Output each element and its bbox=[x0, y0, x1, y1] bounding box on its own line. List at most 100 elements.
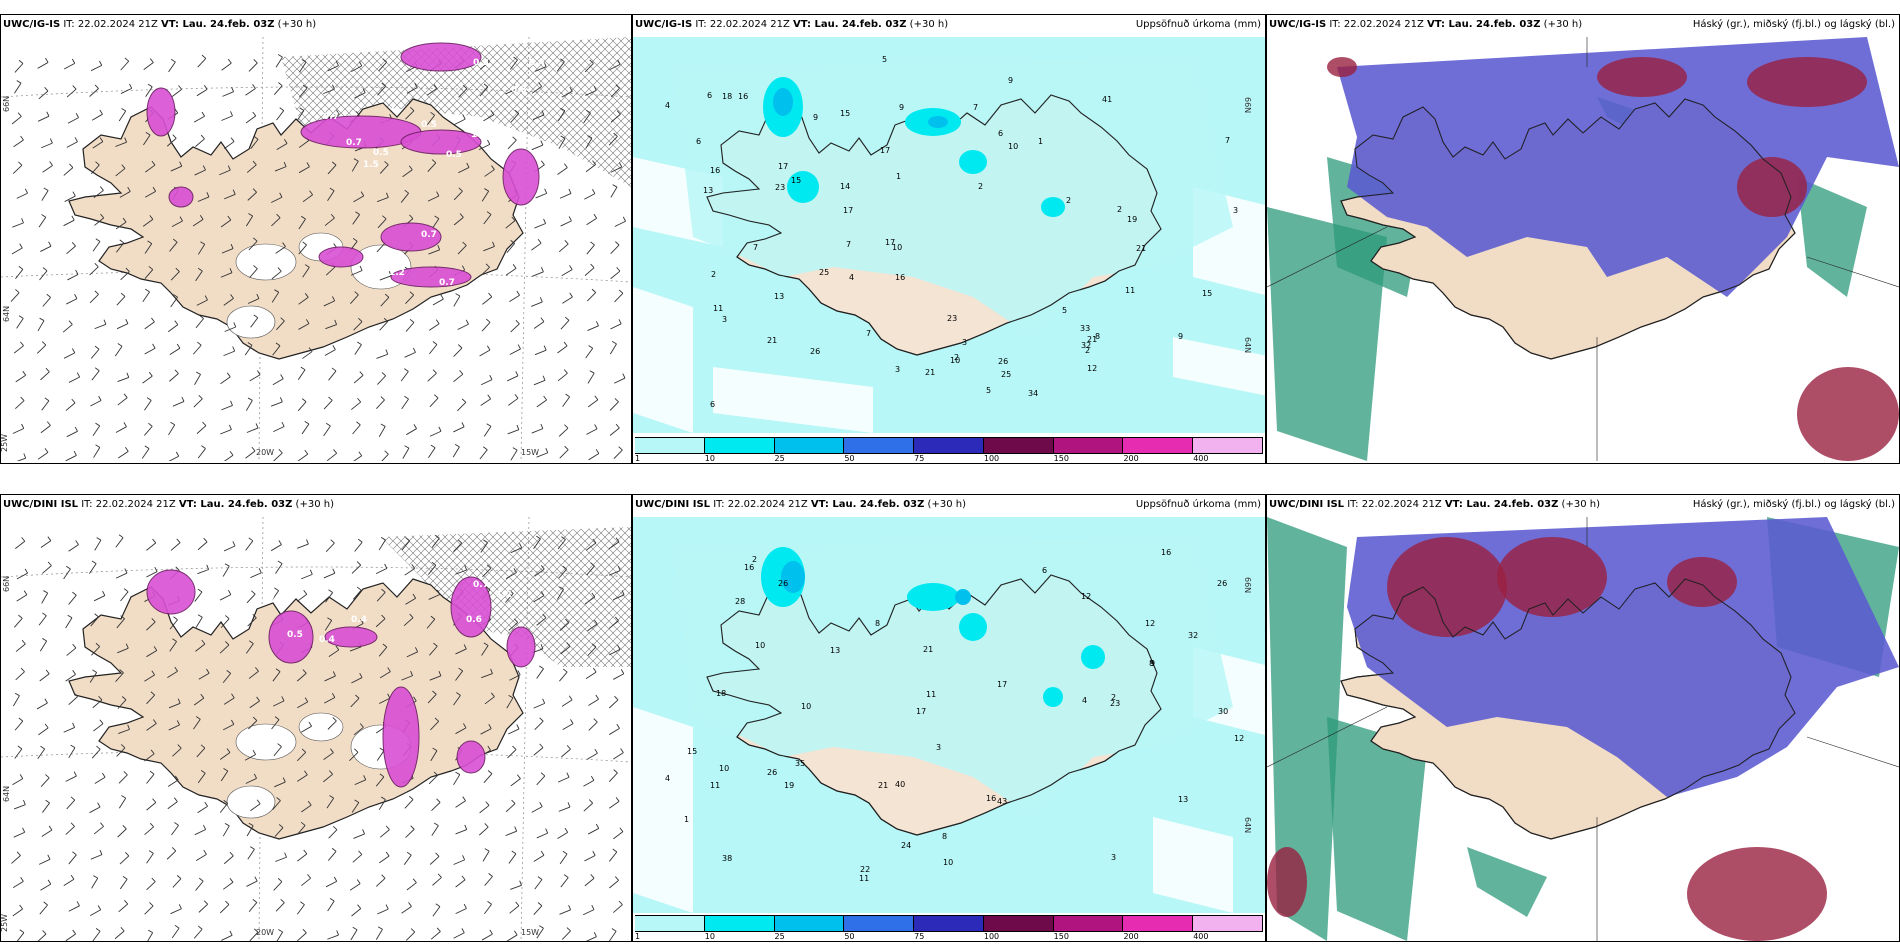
precip-value: 11 bbox=[859, 874, 869, 883]
precip-intensity-area bbox=[324, 626, 378, 648]
precip-blob-10 bbox=[959, 613, 987, 641]
precip-value: 28 bbox=[735, 597, 745, 606]
model-name: UWC/DINI ISL bbox=[635, 499, 711, 510]
precip-intensity-area bbox=[382, 686, 420, 788]
precip-value: 11 bbox=[1125, 286, 1135, 295]
precip-value: 22 bbox=[860, 865, 870, 874]
colorbar-label: 100 bbox=[983, 454, 1000, 463]
precip-value: 43 bbox=[997, 797, 1007, 806]
init-time: IT: 22.02.2024 21Z bbox=[1326, 19, 1428, 30]
high-cloud-area bbox=[1597, 57, 1687, 97]
precip-blob-10 bbox=[1043, 687, 1063, 707]
wind-map: 0.3 0.4 0.3 0.7 0.5 1.1 0.7 0.5 0.5 1.5 0.3 0.7 1.2 0… bbox=[1, 37, 631, 461]
precip-value: 8 bbox=[1149, 659, 1154, 668]
precip-value: 12 bbox=[1145, 619, 1155, 628]
precip-value: 4 bbox=[665, 774, 670, 783]
precip-value: 10 bbox=[950, 356, 960, 365]
panel-title: UWC/DINI ISL IT: 22.02.2024 21Z VT: Lau.… bbox=[1269, 499, 1600, 510]
precip-value: 7 bbox=[1225, 136, 1230, 145]
precip-value: 21 bbox=[767, 336, 777, 345]
panel-title: UWC/IG-IS IT: 22.02.2024 21Z VT: Lau. 24… bbox=[635, 19, 948, 30]
wind-speed-label: 1.1 bbox=[471, 130, 487, 140]
wind-speed-label: 1.5 bbox=[363, 160, 379, 170]
wind-speed-label: 0.7 bbox=[439, 278, 455, 288]
axis-label-lon15: 15W bbox=[521, 928, 539, 937]
wind-map: 0.7 1.2 0.6 0.7 0.4 0.5 0.4 20W 15W 66N 64N 25W bbox=[1, 517, 631, 941]
wind-speed-label: 0.5 bbox=[481, 282, 497, 292]
valid-time: VT: Lau. 24.feb. 03Z bbox=[810, 499, 925, 510]
colorbar-segment bbox=[635, 437, 705, 454]
precip-value: 1 bbox=[1038, 137, 1043, 146]
precip-value: 5 bbox=[1062, 306, 1067, 315]
cloud-map bbox=[1267, 517, 1899, 941]
panel-title: UWC/DINI ISL IT: 22.02.2024 21Z VT: Lau.… bbox=[635, 499, 966, 510]
colorbar-segment bbox=[1193, 915, 1263, 932]
colorbar-label: 50 bbox=[844, 454, 855, 463]
precip-value: 10 bbox=[892, 243, 902, 252]
precip-intensity-area bbox=[400, 129, 482, 155]
precip-value: 21 bbox=[1087, 335, 1097, 344]
precip-value: 8 bbox=[942, 832, 947, 841]
precip-value: 18 bbox=[716, 689, 726, 698]
precip-value: 8 bbox=[1095, 332, 1100, 341]
model-name: UWC/IG-IS bbox=[3, 19, 61, 30]
colorbar-segment bbox=[774, 915, 845, 932]
precip-area bbox=[673, 537, 1233, 817]
high-cloud-area bbox=[1747, 57, 1867, 107]
icing-hatch-area bbox=[281, 37, 631, 187]
precip-value: 4 bbox=[665, 101, 670, 110]
precip-value: 16 bbox=[738, 92, 748, 101]
precip-value: 16 bbox=[986, 794, 996, 803]
precip-value: 9 bbox=[1150, 659, 1155, 668]
axis-label-lat66: 66N bbox=[2, 576, 11, 592]
dry-area bbox=[633, 287, 693, 433]
precip-value: 11 bbox=[713, 304, 723, 313]
init-time: IT: 22.02.2024 21Z bbox=[1344, 499, 1445, 510]
precip-value: 26 bbox=[778, 579, 788, 588]
model-name: UWC/IG-IS bbox=[635, 19, 693, 30]
precip-value: 10 bbox=[719, 764, 729, 773]
colorbar-label: 25 bbox=[774, 454, 785, 463]
model-name: UWC/DINI ISL bbox=[3, 499, 79, 510]
precip-value: 2 bbox=[954, 353, 959, 362]
init-time: IT: 22.02.2024 21Z bbox=[78, 499, 179, 510]
precip-blob-10 bbox=[1081, 645, 1105, 669]
precip-value: 5 bbox=[882, 55, 887, 64]
mid-cloud-area bbox=[1337, 37, 1899, 297]
lead-time: (+30 h) bbox=[924, 499, 966, 510]
precip-value: 9 bbox=[813, 113, 818, 122]
precip-value: 15 bbox=[687, 747, 697, 756]
precip-value: 19 bbox=[784, 781, 794, 790]
precip-value: 17 bbox=[880, 146, 890, 155]
wind-speed-label: 1.2 bbox=[496, 590, 512, 600]
colorbar-label: 1 bbox=[635, 454, 641, 463]
colorbar-label: 50 bbox=[844, 932, 855, 941]
colorbar-segment bbox=[983, 437, 1054, 454]
precip-map: 4323881726403019262232382643211817162835… bbox=[633, 517, 1265, 913]
valid-time: VT: Lau. 24.feb. 03Z bbox=[161, 19, 275, 30]
valid-time: VT: Lau. 24.feb. 03Z bbox=[178, 499, 293, 510]
precip-intensity-area bbox=[400, 42, 482, 72]
colorbar-segment bbox=[983, 915, 1054, 932]
glacier-patch bbox=[226, 785, 276, 819]
precip-value: 2 bbox=[1117, 205, 1122, 214]
precip-value: 3 bbox=[936, 743, 941, 752]
precip-value: 4 bbox=[1082, 696, 1087, 705]
dry-area bbox=[1173, 337, 1265, 396]
wind-speed-label: 0.4 bbox=[529, 58, 545, 68]
precip-value: 10 bbox=[1008, 142, 1018, 151]
wind-speed-label: 0.7 bbox=[259, 595, 275, 605]
precip-value: 9 bbox=[1178, 332, 1183, 341]
dry-area bbox=[1153, 817, 1233, 913]
precip-value: 35 bbox=[795, 759, 805, 768]
precip-value: 1 bbox=[896, 172, 901, 181]
high-cloud-area bbox=[1267, 847, 1307, 917]
panel-dini-precip: UWC/DINI ISL IT: 22.02.2024 21Z VT: Lau.… bbox=[632, 494, 1266, 942]
colorbar-label: 100 bbox=[983, 932, 1000, 941]
precip-blob-25 bbox=[928, 116, 948, 128]
colorbar-label: 400 bbox=[1193, 454, 1209, 463]
precip-value: 21 bbox=[1136, 244, 1146, 253]
wind-barbs bbox=[10, 54, 626, 461]
precip-value: 8 bbox=[875, 619, 880, 628]
precip-value: 17 bbox=[843, 206, 853, 215]
